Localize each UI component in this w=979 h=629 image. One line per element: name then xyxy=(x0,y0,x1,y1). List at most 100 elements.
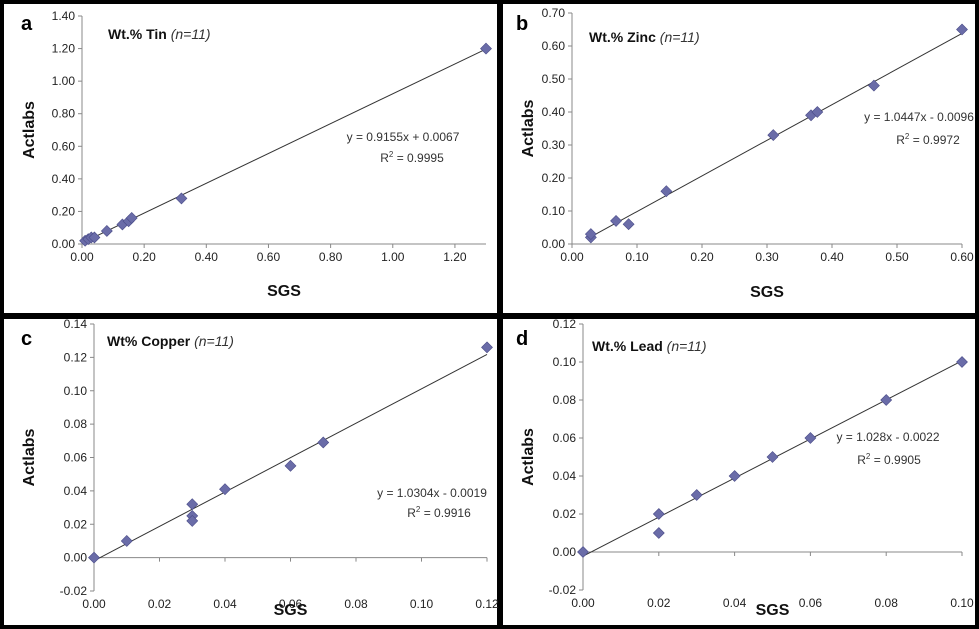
r-squared: R2 = 0.9916 xyxy=(407,505,471,520)
y-tick-label: 1.20 xyxy=(52,42,76,56)
y-tick-label: 0.50 xyxy=(542,72,566,86)
y-tick-label: 0.10 xyxy=(553,355,577,369)
data-point xyxy=(811,106,824,118)
r-squared-value: = 0.9916 xyxy=(420,506,471,520)
data-point xyxy=(284,459,297,472)
data-point xyxy=(660,185,673,198)
x-tick-label: 0.04 xyxy=(723,596,747,610)
x-tick-label: 0.00 xyxy=(82,597,106,611)
r-squared-superscript: 2 xyxy=(905,132,910,141)
panel-letter: c xyxy=(21,328,32,350)
y-tick-label: 0.10 xyxy=(542,204,566,218)
data-point xyxy=(88,231,101,244)
x-tick-label: 0.30 xyxy=(755,250,779,264)
r-squared-label: R xyxy=(380,151,389,165)
y-tick-label: 0.02 xyxy=(553,507,577,521)
panel-d: -0.02 0.00 0.02 0.04 0.06 0.08 0.10 0.12 0.00 0.0… xyxy=(503,317,975,625)
y-tick-label: 0.60 xyxy=(542,39,566,53)
x-tick-label: 0.00 xyxy=(560,250,584,264)
data-point xyxy=(880,394,893,406)
data-point xyxy=(956,356,968,368)
trendline xyxy=(84,48,487,242)
data-point xyxy=(728,470,741,482)
r-squared-value: = 0.9995 xyxy=(393,151,444,165)
data-point xyxy=(480,42,492,55)
data-point xyxy=(186,514,199,527)
y-tick-label: 0.40 xyxy=(542,105,566,119)
chart-title-n: (n=11) xyxy=(660,29,700,45)
x-tick-label: 0.20 xyxy=(690,250,714,264)
r-squared: R2 = 0.9972 xyxy=(896,132,960,147)
chart-title: Wt% Copper (n=11) xyxy=(107,333,234,349)
y-tick-label: 0.20 xyxy=(52,204,76,218)
y-tick-label: 0.00 xyxy=(52,237,76,251)
data-point xyxy=(219,483,231,496)
data-point xyxy=(767,129,780,142)
panel-letter: d xyxy=(516,328,528,350)
y-tick-label: 0.00 xyxy=(542,237,566,251)
x-tick-label: 1.20 xyxy=(443,250,467,264)
y-tick-label: 0.04 xyxy=(553,469,577,483)
y-tick-label: -0.02 xyxy=(60,584,88,598)
y-tick-label: 1.40 xyxy=(52,9,76,23)
data-point xyxy=(577,546,589,558)
y-axis-label: Actlabs xyxy=(21,101,38,159)
x-tick-label: 1.00 xyxy=(381,250,405,264)
x-tick-label: 0.60 xyxy=(257,250,281,264)
r-squared-label: R xyxy=(896,133,905,147)
data-point xyxy=(652,527,665,539)
y-tick-label: 0.00 xyxy=(64,551,88,565)
chart-c: -0.020.000.020.040.060.080.100.120.140.0… xyxy=(21,317,499,619)
x-tick-label: 0.02 xyxy=(647,596,671,610)
data-point xyxy=(622,218,635,231)
y-tick-label: 0.06 xyxy=(64,451,88,465)
y-axis-label: Actlabs xyxy=(21,429,38,487)
r-squared-label: R xyxy=(407,506,416,520)
panel-a: 0.00 0.20 0.40 0.60 0.80 1.00 1.20 1.40 0.00 0.20… xyxy=(4,4,497,313)
y-tick-label: 0.14 xyxy=(64,317,88,331)
r-squared-superscript: 2 xyxy=(866,452,871,461)
trend-equation: y = 1.0447x - 0.0096 xyxy=(864,110,974,124)
x-axis-label: SGS xyxy=(267,283,301,300)
data-point xyxy=(610,214,622,227)
y-tick-label: 0.08 xyxy=(64,417,88,431)
data-point xyxy=(186,498,199,511)
chart-title-main: Wt.% Lead xyxy=(592,338,667,354)
chart-title: Wt.% Lead (n=11) xyxy=(592,338,707,354)
y-tick-label: 0.00 xyxy=(553,545,577,559)
x-tick-label: 0.10 xyxy=(950,596,974,610)
x-tick-label: 0.06 xyxy=(799,596,823,610)
data-point xyxy=(868,79,880,92)
x-tick-label: 0.50 xyxy=(885,250,909,264)
r-squared-value: = 0.9972 xyxy=(909,133,960,147)
y-tick-label: 0.12 xyxy=(553,317,577,331)
data-point xyxy=(125,212,138,224)
y-tick-label: 0.70 xyxy=(542,6,566,20)
x-axis-label: SGS xyxy=(756,602,790,619)
chart-title: Wt.% Zinc (n=11) xyxy=(589,29,700,45)
x-tick-label: 0.08 xyxy=(875,596,899,610)
y-tick-label: 0.08 xyxy=(553,393,577,407)
data-point xyxy=(690,489,703,501)
x-tick-label: 0.04 xyxy=(213,597,237,611)
panel-c: -0.02 0.00 0.02 0.04 0.06 0.08 0.10 0.12 0.14 0.0… xyxy=(4,317,499,625)
y-tick-label: 0.02 xyxy=(64,517,88,531)
data-point xyxy=(481,341,493,354)
x-axis-label: SGS xyxy=(750,284,784,301)
y-tick-label: 0.30 xyxy=(542,138,566,152)
data-point xyxy=(956,23,968,36)
r-squared: R2 = 0.9905 xyxy=(857,452,921,467)
chart-title-main: Wt.% Tin xyxy=(108,26,171,42)
x-tick-label: 0.40 xyxy=(820,250,844,264)
x-axis-label: SGS xyxy=(274,602,308,619)
x-tick-label: 0.40 xyxy=(195,250,219,264)
trend-equation: y = 1.028x - 0.0022 xyxy=(836,430,939,444)
data-point xyxy=(652,508,665,520)
r-squared-superscript: 2 xyxy=(416,505,421,514)
chart-d: -0.020.000.020.040.060.080.100.120.00 0.0… xyxy=(516,317,974,619)
chart-title-n: (n=11) xyxy=(194,333,234,349)
y-tick-label: 0.12 xyxy=(64,350,88,364)
panel-letter: b xyxy=(516,13,528,35)
panel-b: 0.00 0.10 0.20 0.30 0.40 0.50 0.60 0.70 0.00 0.10… xyxy=(503,4,975,313)
x-tick-label: 0.00 xyxy=(571,596,595,610)
